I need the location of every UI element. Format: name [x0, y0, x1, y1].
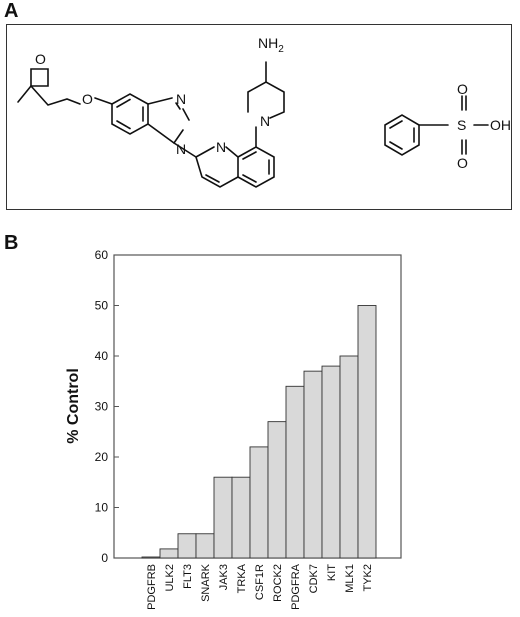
- sulfur-label: S: [457, 117, 466, 133]
- ether-chain: [30, 85, 81, 106]
- piperidine-ring: [247, 81, 285, 119]
- category-label: TYK2: [362, 564, 374, 592]
- chart-ticks: 0 10 20 30 40 50 60: [95, 248, 119, 565]
- imidazole-n-bottom-label: N: [176, 141, 186, 157]
- bar-trka: [231, 476, 251, 559]
- oxetane-o-label: O: [35, 51, 46, 67]
- structure-frame: [6, 24, 512, 210]
- panel-a-label: A: [4, 0, 19, 22]
- bar-tyk2: [357, 305, 377, 559]
- category-label: PDGFRB: [146, 564, 158, 610]
- chart-categories: PDGFRB ULK2 FLT3 SNARK JAK3 TRKA CSF1R ROCK2 PDG…: [146, 563, 374, 610]
- bar-snark: [195, 533, 215, 559]
- bar-flt3: [177, 533, 197, 559]
- category-label: CSF1R: [254, 564, 266, 600]
- category-label: MLK1: [344, 564, 356, 593]
- y-axis-label: % Control: [65, 368, 82, 444]
- s-o-double-top: [461, 95, 467, 111]
- bz-quin-bond: [173, 142, 197, 158]
- y-tick-label: 10: [95, 501, 109, 515]
- bar-cdk7: [303, 370, 323, 559]
- ether-o-label: O: [82, 91, 93, 107]
- sulfonyl-o-top-label: O: [457, 81, 468, 97]
- category-label: ULK2: [164, 564, 176, 592]
- oxetane-ring: [30, 68, 49, 87]
- amine-label: NH2: [258, 35, 284, 55]
- methyl-bond: [17, 85, 32, 103]
- y-tick-label: 60: [95, 248, 109, 262]
- category-label: SNARK: [200, 563, 212, 602]
- bar-jak3: [213, 476, 233, 559]
- benzene-ring: [384, 114, 420, 156]
- bar-csf1r: [249, 446, 269, 559]
- bar-kit: [321, 365, 341, 559]
- y-tick-label: 40: [95, 349, 109, 363]
- chemical-structures: NH2 N O O N N N S O O OH: [17, 35, 511, 188]
- bar-pdgfrb: [141, 556, 161, 559]
- y-tick-label: 0: [101, 551, 108, 565]
- hydroxyl-label: OH: [490, 117, 511, 133]
- chart-bars: [141, 305, 377, 559]
- ether-aryl-bond: [94, 97, 113, 105]
- category-label: JAK3: [218, 564, 230, 590]
- quinoline-benzene: [237, 146, 275, 188]
- category-label: KIT: [326, 564, 338, 581]
- category-label: FLT3: [182, 564, 194, 589]
- bar-pdgfra: [285, 385, 305, 559]
- quinoline-n-label: N: [216, 139, 226, 155]
- y-tick-label: 50: [95, 299, 109, 313]
- sulfonyl-o-bottom-label: O: [457, 155, 468, 171]
- bar-ulk2: [159, 548, 179, 559]
- y-tick-label: 30: [95, 400, 109, 414]
- category-label: TRKA: [236, 563, 248, 593]
- bar-rock2: [267, 421, 287, 559]
- quinoline-pyridine: [195, 146, 239, 188]
- imidazole-n-top-label: N: [176, 91, 186, 107]
- s-o-double-bottom: [461, 139, 467, 155]
- category-label: ROCK2: [272, 564, 284, 602]
- panel-b-label: B: [4, 232, 19, 254]
- category-label: PDGFRA: [290, 563, 302, 610]
- bar-mlk1: [339, 355, 359, 559]
- category-label: CDK7: [308, 564, 320, 593]
- y-tick-label: 20: [95, 450, 109, 464]
- piperidine-n-label: N: [260, 113, 270, 129]
